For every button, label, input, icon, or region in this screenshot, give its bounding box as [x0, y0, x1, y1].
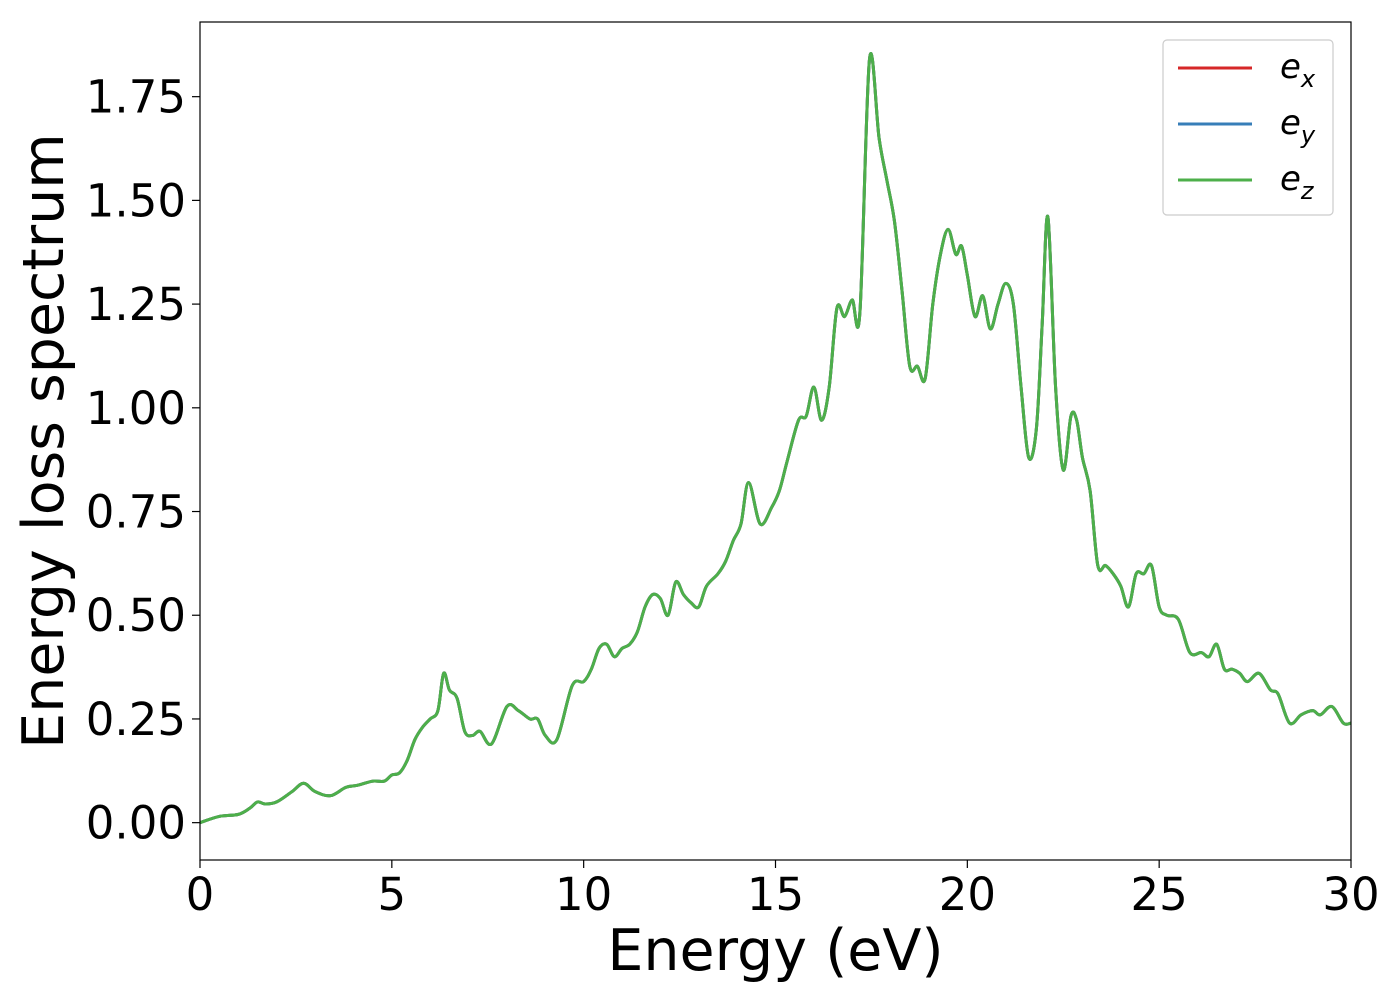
y-ticks: 0.00 0.25 0.50 0.75 1.00 1.25 1.50 1.75 — [86, 71, 200, 850]
y-tick-label: 0.25 — [86, 693, 186, 746]
y-tick-label: 1.00 — [86, 382, 186, 435]
series-line-z — [200, 52, 1351, 825]
x-tick-label: 20 — [939, 868, 996, 921]
y-tick-label: 0.00 — [86, 797, 186, 850]
legend-label-z: ez — [1280, 159, 1315, 205]
legend-label-subscript: y — [1300, 121, 1316, 149]
x-tick-label: 15 — [747, 868, 804, 921]
x-ticks: 0 5 10 15 20 25 30 — [186, 860, 1380, 921]
legend-label-subscript: x — [1300, 65, 1316, 93]
legend-label-base: e — [1280, 47, 1301, 87]
y-axis-label: Energy loss spectrum — [11, 133, 77, 749]
legend-label-subscript: z — [1300, 177, 1315, 205]
y-tick-label: 0.75 — [86, 486, 186, 539]
x-tick-label: 25 — [1131, 868, 1188, 921]
legend-box — [1162, 39, 1334, 216]
legend-label-base: e — [1280, 103, 1301, 143]
x-tick-label: 0 — [186, 868, 215, 921]
y-tick-label: 1.25 — [86, 278, 186, 331]
y-tick-label: 1.50 — [86, 174, 186, 227]
y-tick-label: 1.75 — [86, 71, 186, 124]
x-tick-label: 10 — [555, 868, 612, 921]
legend-label-y: ey — [1280, 103, 1316, 149]
x-axis-label: Energy (eV) — [607, 918, 943, 984]
legend-label-base: e — [1280, 159, 1301, 199]
y-tick-label: 0.50 — [86, 589, 186, 642]
legend-label-x: ex — [1280, 47, 1316, 93]
x-tick-label: 30 — [1322, 868, 1379, 921]
x-tick-label: 5 — [378, 868, 407, 921]
series-layer — [200, 52, 1351, 825]
